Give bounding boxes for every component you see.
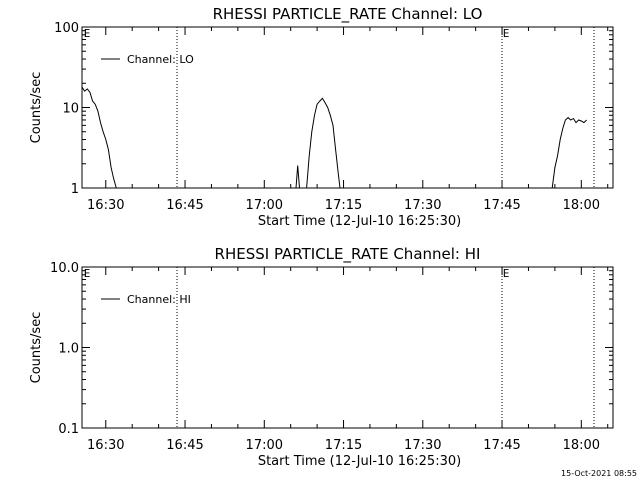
x-tick-label: 17:00 — [246, 198, 283, 213]
legend-label: Channel: HI — [127, 293, 191, 306]
x-tick-label: 17:00 — [246, 438, 283, 453]
series-line — [306, 97, 341, 189]
y-axis-label: Counts/sec — [29, 72, 44, 144]
event-marker: E — [503, 27, 510, 40]
y-tick-label: 1 — [71, 182, 79, 197]
x-tick-label: 17:45 — [483, 198, 520, 213]
chart-title: RHESSI PARTICLE_RATE Channel: HI — [215, 245, 481, 264]
legend-label: Channel: LO — [127, 53, 194, 66]
event-marker: E — [503, 267, 510, 280]
y-axis-label: Counts/sec — [29, 312, 44, 384]
timestamp: 15-Oct-2021 08:55 — [561, 469, 637, 478]
plot-frame — [81, 26, 614, 189]
series-line — [295, 165, 300, 189]
chart-panel-hi: RHESSI PARTICLE_RATE Channel: HI Start Ti… — [29, 245, 614, 469]
plot-frame — [81, 266, 614, 429]
x-tick-label: 17:30 — [404, 438, 441, 453]
x-tick-label: 17:45 — [483, 438, 520, 453]
chart-title: RHESSI PARTICLE_RATE Channel: LO — [213, 5, 483, 24]
x-tick-label: 17:15 — [325, 438, 362, 453]
x-tick-label: 17:30 — [404, 198, 441, 213]
x-tick-label: 16:45 — [166, 438, 203, 453]
chart-panel-lo: RHESSI PARTICLE_RATE Channel: LO Start Ti… — [29, 5, 614, 229]
x-tick-label: 16:30 — [87, 198, 124, 213]
series-line — [551, 116, 587, 189]
x-tick-label: 18:00 — [563, 198, 600, 213]
x-tick-label: 16:30 — [87, 438, 124, 453]
y-tick-label: 10 — [62, 102, 79, 117]
event-marker: E — [84, 267, 91, 280]
series-line — [81, 86, 117, 189]
x-tick-label: 16:45 — [166, 198, 203, 213]
x-tick-label: 18:00 — [563, 438, 600, 453]
x-tick-label: 17:15 — [325, 198, 362, 213]
x-axis-label: Start Time (12-Jul-10 16:25:30) — [258, 454, 461, 469]
y-tick-label: 1.0 — [58, 342, 79, 357]
y-tick-label: 10.0 — [50, 261, 79, 276]
event-marker: E — [84, 27, 91, 40]
x-axis-label: Start Time (12-Jul-10 16:25:30) — [258, 214, 461, 229]
y-tick-label: 100 — [54, 21, 79, 36]
y-tick-label: 0.1 — [58, 422, 79, 437]
